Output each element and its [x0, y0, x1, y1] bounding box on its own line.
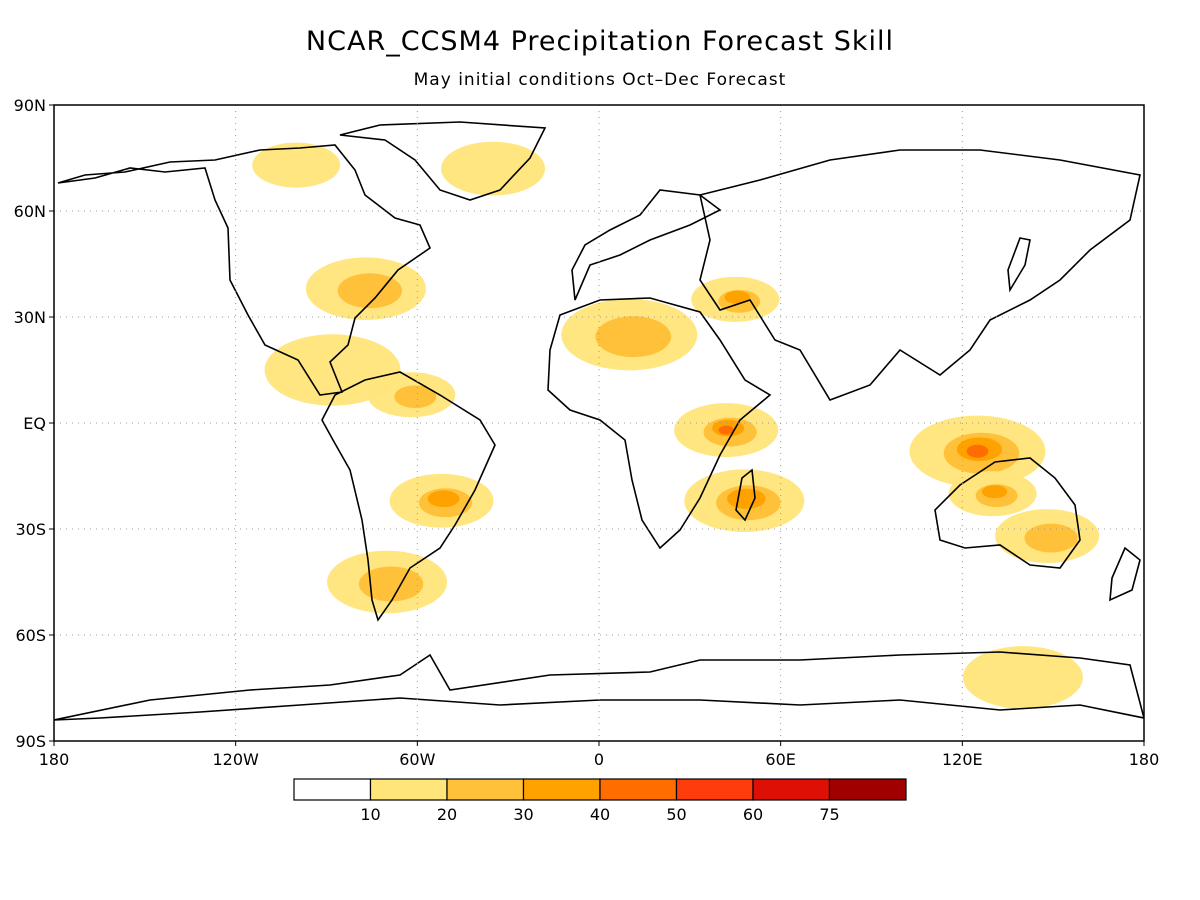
- map-title: NCAR_CCSM4 Precipitation Forecast Skill: [305, 26, 895, 57]
- colorbar-swatch: [599, 778, 678, 801]
- lat-label: 60S: [15, 626, 46, 645]
- colorbar-swatch: [675, 778, 754, 801]
- lat-label: 30N: [14, 308, 46, 327]
- coastline-new-zealand: [1109, 546, 1141, 602]
- colorbar-swatch: [293, 778, 372, 801]
- skill-region: [252, 142, 341, 188]
- skill-region: [305, 257, 426, 321]
- colorbar-legend: 10 20 30 40 50 60 75: [293, 778, 907, 824]
- skill-region: [962, 646, 1083, 709]
- colorbar-label: 75: [819, 805, 839, 824]
- coastline-greenland: [339, 121, 547, 201]
- colorbar-swatch: [828, 778, 907, 801]
- skill-shading-layer: [252, 141, 1100, 709]
- colorbar-label: 50: [666, 805, 686, 824]
- colorbar-swatch: [752, 778, 831, 801]
- skill-region: [691, 276, 780, 322]
- skill-region: [389, 473, 494, 528]
- coastline-japan: [1007, 237, 1031, 293]
- colorbar-label: 30: [513, 805, 533, 824]
- colorbar-label: 10: [360, 805, 380, 824]
- coastline-asia: [699, 149, 1141, 401]
- coastline-madagascar: [735, 468, 756, 522]
- coastline-africa: [547, 297, 772, 550]
- colorbar-label: 60: [743, 805, 763, 824]
- map-gridlines: [54, 105, 1144, 741]
- colorbar-label: 40: [590, 805, 610, 824]
- lat-label: 30S: [15, 520, 46, 539]
- skill-region: [327, 550, 448, 614]
- colorbar-swatch: [369, 778, 448, 801]
- colorbar-swatch: [446, 778, 525, 801]
- coastline-layer: [54, 121, 1144, 721]
- lon-label: 180: [39, 750, 70, 769]
- colorbar-label: 20: [437, 805, 457, 824]
- lat-label: 90S: [15, 732, 46, 751]
- coastline-australia: [934, 457, 1081, 569]
- skill-region: [909, 415, 1046, 487]
- lon-label: 120W: [212, 750, 259, 769]
- skill-region: [995, 509, 1100, 563]
- lon-label: 120E: [942, 750, 983, 769]
- coastline-europe: [571, 189, 722, 301]
- skill-region: [561, 298, 698, 371]
- coastline-antarctica: [54, 651, 1144, 721]
- lon-label: 180: [1129, 750, 1160, 769]
- coastline-south-america: [321, 371, 496, 622]
- skill-region: [684, 469, 805, 533]
- lat-label: 90N: [14, 96, 46, 115]
- skill-region: [948, 471, 1037, 517]
- skill-region: [367, 372, 456, 418]
- lon-label: 60E: [765, 750, 795, 769]
- lon-label: 60W: [399, 750, 435, 769]
- coastline-north-america: [57, 144, 431, 396]
- lon-label: 0: [594, 750, 604, 769]
- map-subtitle: May initial conditions Oct–Dec Forecast: [413, 70, 787, 90]
- lat-label: 60N: [14, 202, 46, 221]
- colorbar-swatch: [522, 778, 601, 801]
- lat-label: EQ: [23, 414, 46, 433]
- skill-region: [441, 141, 546, 196]
- skill-region: [674, 403, 779, 457]
